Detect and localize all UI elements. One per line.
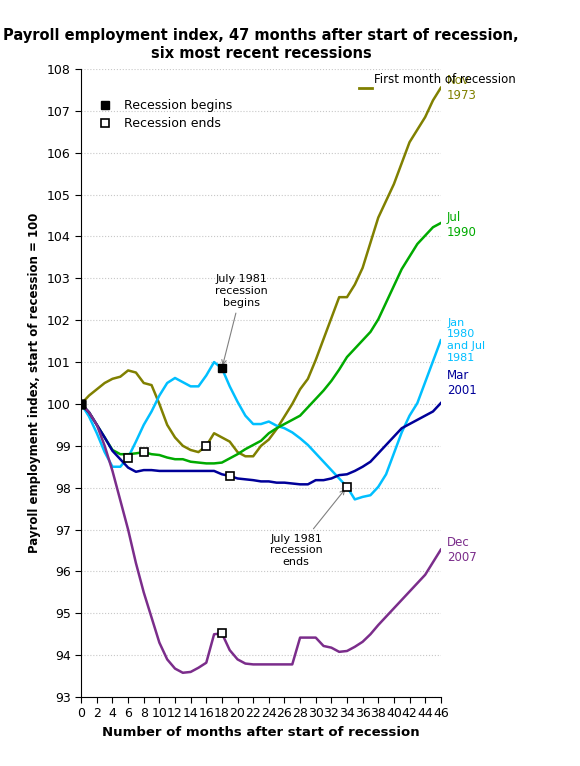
Title: Payroll employment index, 47 months after start of recession,
six most recent re: Payroll employment index, 47 months afte… <box>3 28 519 61</box>
Text: Jan
1980
and Jul
1981: Jan 1980 and Jul 1981 <box>447 318 485 362</box>
Text: Nov
1973: Nov 1973 <box>447 74 477 102</box>
X-axis label: Number of months after start of recession: Number of months after start of recessio… <box>102 726 420 739</box>
Text: Jul
1990: Jul 1990 <box>447 211 477 239</box>
Y-axis label: Payroll employment index, start of recession = 100: Payroll employment index, start of reces… <box>28 213 41 553</box>
Text: July 1981
recession
ends: July 1981 recession ends <box>270 490 345 567</box>
Text: Dec
2007: Dec 2007 <box>447 535 477 564</box>
Text: July 1981
recession
begins: July 1981 recession begins <box>215 274 268 365</box>
Text: Mar
2001: Mar 2001 <box>447 368 477 397</box>
Text: First month of recession: First month of recession <box>374 73 516 86</box>
Legend: Recession begins, Recession ends: Recession begins, Recession ends <box>88 94 237 135</box>
